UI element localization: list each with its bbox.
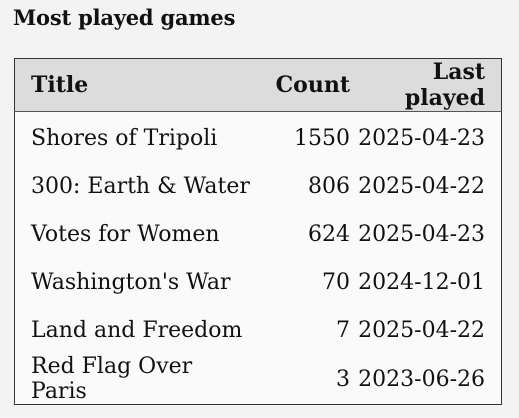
table-row[interactable]: Votes for Women 624 2025-04-23: [15, 210, 502, 258]
cell-count: 70: [322, 269, 350, 295]
cell-title[interactable]: Land and Freedom: [31, 317, 243, 343]
cell-count: 624: [308, 221, 350, 247]
table-header: Title Count Last played: [14, 58, 502, 112]
cell-last-played: 2025-04-23: [358, 125, 485, 151]
header-row: Title Count Last played: [14, 58, 502, 112]
cell-title[interactable]: Washington's War: [31, 269, 231, 295]
table-row[interactable]: Washington's War 70 2024-12-01: [15, 258, 502, 306]
cell-count: 806: [308, 173, 350, 199]
column-header-last-played[interactable]: Last played: [404, 59, 485, 111]
column-header-count[interactable]: Count: [275, 72, 350, 98]
cell-last-played: 2024-12-01: [358, 269, 485, 295]
cell-count: 7: [336, 317, 350, 343]
cell-title[interactable]: Shores of Tripoli: [31, 125, 218, 151]
cell-last-played: 2025-04-22: [358, 317, 485, 343]
cell-title[interactable]: Votes for Women: [31, 221, 220, 247]
cell-title[interactable]: Red Flag Over Paris: [31, 354, 193, 404]
cell-last-played: 2025-04-23: [358, 221, 485, 247]
cell-count: 1550: [294, 125, 350, 151]
cell-last-played: 2023-06-26: [358, 366, 485, 392]
cell-title[interactable]: 300: Earth & Water: [31, 173, 250, 199]
table-row[interactable]: Red Flag Over Paris 3 2023-06-26: [15, 354, 502, 405]
page-title: Most played games: [13, 5, 236, 30]
table-row[interactable]: 300: Earth & Water 806 2025-04-22: [15, 162, 502, 210]
cell-last-played: 2025-04-22: [358, 173, 485, 199]
table-body: Shores of Tripoli 1550 2025-04-23 300: E…: [15, 112, 502, 405]
games-table: Title Count Last played Shores of Tripol…: [14, 58, 502, 405]
cell-count: 3: [336, 366, 350, 392]
column-header-title[interactable]: Title: [31, 72, 89, 98]
table-row[interactable]: Land and Freedom 7 2025-04-22: [15, 306, 502, 354]
table-row[interactable]: Shores of Tripoli 1550 2025-04-23: [15, 112, 502, 163]
